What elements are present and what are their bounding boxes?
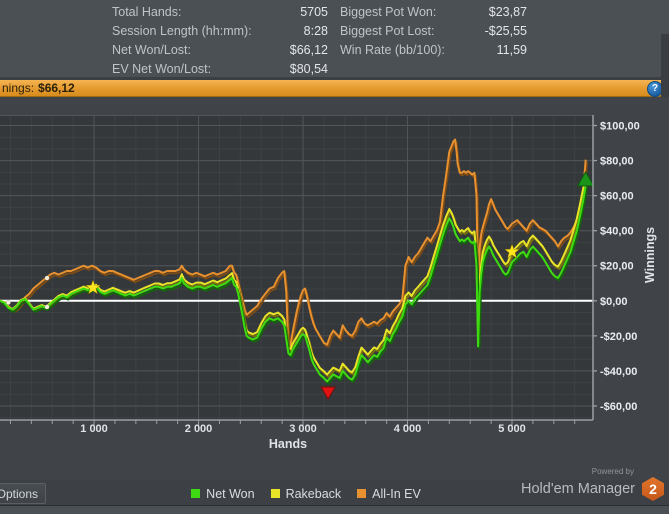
help-icon[interactable]: ?	[647, 81, 663, 97]
svg-text:-$20,00: -$20,00	[600, 331, 637, 343]
axes	[0, 115, 597, 426]
x-axis-label: Hands	[269, 437, 307, 451]
stat-label: Session Length (hh:mm):	[112, 24, 252, 38]
stat-row-ev-net-won: EV Net Won/Lost: $80,54	[112, 60, 328, 79]
stat-row-net-won: Net Won/Lost: $66,12	[112, 41, 328, 60]
stat-value: 5705	[300, 5, 328, 19]
stats-column-right: Biggest Pot Won: $23,87 Biggest Pot Lost…	[340, 3, 527, 60]
stat-row-session-length: Session Length (hh:mm): 8:28	[112, 22, 328, 41]
hm2-badge-icon: 2	[642, 477, 664, 501]
chart-legend: Net Won Rakeback All-In EV	[0, 483, 612, 504]
stat-value: $66,12	[289, 43, 328, 57]
stat-label: Biggest Pot Lost:	[340, 24, 435, 38]
stats-column-left: Total Hands: 5705 Session Length (hh:mm)…	[112, 3, 328, 79]
stat-row-win-rate: Win Rate (bb/100): 11,59	[340, 41, 527, 60]
stat-value: 8:28	[303, 24, 328, 38]
winnings-graph: $100,00 $80,00 $60,00 $40,00 $20,00 $0,00 -$20…	[0, 115, 657, 451]
svg-text:2 000: 2 000	[185, 423, 213, 435]
svg-text:$40,00: $40,00	[600, 226, 634, 238]
tick-labels: $100,00 $80,00 $60,00 $40,00 $20,00 $0,00 -$20…	[80, 121, 639, 435]
window-bottom-strip	[0, 505, 669, 514]
svg-text:-$40,00: -$40,00	[600, 366, 637, 378]
stat-row-biggest-pot-won: Biggest Pot Won: $23,87	[340, 3, 527, 22]
grid-lines	[0, 115, 593, 420]
legend-item-all-in-ev[interactable]: All-In EV	[357, 487, 421, 501]
stat-value: 11,59	[496, 43, 527, 57]
chart-area: $100,00 $80,00 $60,00 $40,00 $20,00 $0,00 -$20…	[0, 97, 669, 480]
stat-label: EV Net Won/Lost:	[112, 62, 212, 76]
powered-by-brand: Powered by Hold'em Manager 2	[521, 467, 664, 501]
svg-text:-$60,00: -$60,00	[600, 401, 637, 413]
stat-value: -$25,55	[484, 24, 527, 38]
svg-text:$0,00: $0,00	[600, 296, 628, 308]
footer-bar: Options Net Won Rakeback All-In EV Power…	[0, 467, 669, 514]
legend-label: Net Won	[206, 486, 255, 501]
chart-markers	[5, 170, 595, 400]
panel-divider	[0, 77, 669, 80]
svg-text:1 000: 1 000	[80, 423, 108, 435]
y-axis-label: Winnings	[643, 227, 657, 283]
stat-row-total-hands: Total Hands: 5705	[112, 3, 328, 22]
svg-text:$80,00: $80,00	[600, 156, 634, 168]
stat-row-biggest-pot-lost: Biggest Pot Lost: -$25,55	[340, 22, 527, 41]
series-lines	[0, 138, 588, 385]
stat-value: $80,54	[289, 62, 328, 76]
plot-background	[0, 115, 593, 420]
graph-title-label: nings:	[2, 81, 35, 95]
svg-text:$100,00: $100,00	[600, 121, 640, 133]
stat-label: Net Won/Lost:	[112, 43, 191, 57]
all-in-ev-swatch-icon	[357, 489, 367, 498]
svg-text:5 000: 5 000	[498, 423, 526, 435]
stat-label: Win Rate (bb/100):	[340, 43, 445, 57]
graph-titlebar: nings: $66,12 ?	[0, 80, 669, 97]
stat-label: Biggest Pot Won:	[340, 5, 437, 19]
legend-label: Rakeback	[285, 486, 342, 501]
graph-title-value: $66,12	[38, 81, 75, 95]
legend-item-net-won[interactable]: Net Won	[191, 486, 255, 501]
session-stats-panel: Total Hands: 5705 Session Length (hh:mm)…	[0, 0, 669, 77]
rakeback-swatch-icon	[270, 489, 280, 498]
legend-item-rakeback[interactable]: Rakeback	[270, 486, 342, 501]
powered-by-text: Powered by	[591, 467, 634, 476]
svg-text:3 000: 3 000	[289, 423, 317, 435]
net-won-swatch-icon	[191, 489, 201, 498]
svg-text:$60,00: $60,00	[600, 191, 634, 203]
legend-label: All-In EV	[372, 486, 421, 501]
svg-text:4 000: 4 000	[394, 423, 422, 435]
brand-name: Hold'em Manager	[521, 481, 635, 497]
options-button[interactable]: Options	[0, 483, 46, 504]
svg-text:$20,00: $20,00	[600, 261, 634, 273]
stat-value: $23,87	[488, 5, 527, 19]
stat-label: Total Hands:	[112, 5, 182, 19]
